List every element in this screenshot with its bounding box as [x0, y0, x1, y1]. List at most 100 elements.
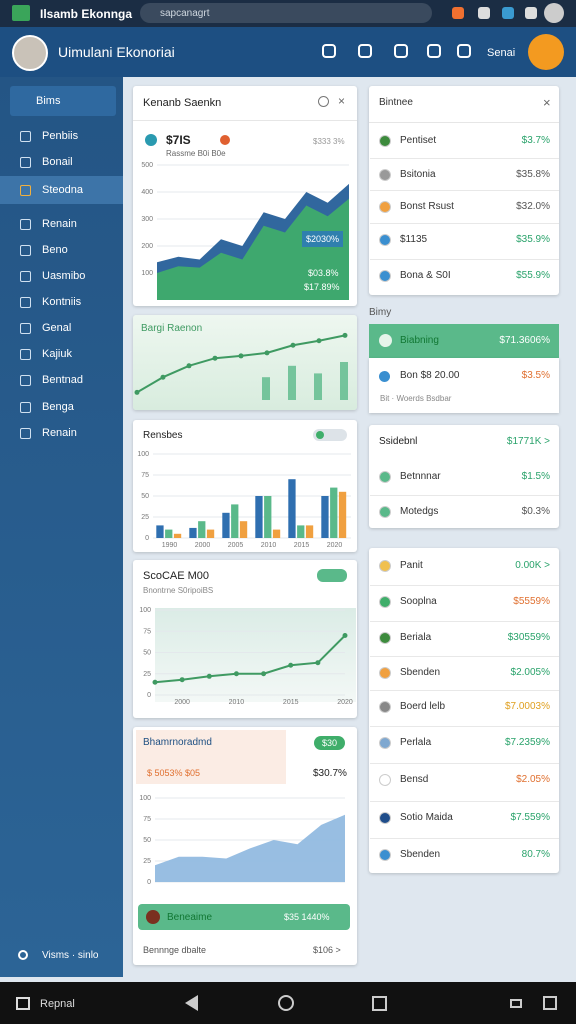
header-icon[interactable]: [394, 44, 408, 58]
bar: [340, 362, 348, 400]
row-icon: [379, 506, 391, 518]
card-footer[interactable]: Bennnge dbalte: [143, 945, 207, 955]
nav-icon: [20, 271, 31, 282]
nav-item[interactable]: Bentnad: [42, 374, 83, 386]
row-icon: [379, 701, 391, 713]
row-value: $5559%: [513, 596, 550, 607]
bar: [338, 491, 347, 538]
card-footer-value[interactable]: $106 >: [313, 945, 341, 955]
point: [316, 338, 322, 344]
nav-icon[interactable]: [16, 997, 30, 1010]
stat-sub: Rassme B0i B0e: [166, 149, 226, 158]
nav-icon: [20, 245, 31, 256]
back-button[interactable]: [185, 995, 198, 1011]
nav-item[interactable]: Renain: [42, 427, 77, 439]
nav-icon[interactable]: [510, 999, 522, 1008]
chart-label: $03.8%: [308, 268, 339, 278]
header-icon[interactable]: [457, 44, 471, 58]
nav-item[interactable]: Kajiuk: [42, 348, 72, 360]
summary-value: $35 1440%: [284, 912, 330, 922]
row-value: $30559%: [507, 632, 550, 643]
row-label[interactable]: Panit: [400, 560, 423, 571]
row-label[interactable]: Motedgs: [400, 506, 439, 517]
header-icon[interactable]: [322, 44, 336, 58]
header-icon[interactable]: [358, 44, 372, 58]
nav-item[interactable]: Uasmibo: [42, 270, 86, 282]
nav-icon[interactable]: [543, 996, 557, 1010]
toggle[interactable]: [317, 569, 347, 582]
y-tick-label: 25: [143, 671, 151, 678]
row-label[interactable]: Boerd lelb: [400, 701, 446, 712]
user-name[interactable]: Senai: [487, 47, 516, 59]
close-button[interactable]: ×: [543, 95, 551, 110]
row-value: 0.00K >: [515, 560, 550, 571]
row-label[interactable]: Bonst Rsust: [400, 201, 454, 212]
status-icon[interactable]: [502, 7, 514, 19]
point: [238, 353, 244, 359]
point: [233, 671, 239, 677]
row-label[interactable]: Sbenden: [400, 849, 441, 860]
x-tick-label: 1990: [162, 542, 178, 549]
y-tick-label: 75: [143, 628, 151, 635]
panel-value[interactable]: $1771K >: [506, 436, 550, 447]
app-icon: [12, 5, 30, 21]
bar: [272, 529, 281, 538]
row-icon: [379, 560, 391, 572]
point: [152, 679, 158, 685]
close-button[interactable]: [318, 96, 329, 107]
row-label[interactable]: $1135: [400, 234, 428, 245]
nav-label[interactable]: Repnal: [40, 998, 75, 1010]
icon: [145, 134, 157, 146]
row-label[interactable]: Sooplna: [400, 596, 437, 607]
line: [154, 634, 346, 684]
card: [369, 548, 559, 873]
nav-item[interactable]: Bonail: [42, 156, 73, 168]
row-label[interactable]: Bona & S0I: [400, 270, 451, 281]
status-icon[interactable]: [478, 7, 490, 19]
row-label[interactable]: Beriala: [400, 632, 432, 643]
nav-item[interactable]: Beno: [42, 244, 68, 256]
card: [369, 425, 559, 528]
recents-button[interactable]: [372, 996, 387, 1011]
nav-item[interactable]: Steodna: [42, 184, 83, 196]
close-button[interactable]: ×: [338, 94, 346, 108]
stat: $7IS: [166, 133, 191, 147]
row-label[interactable]: Betnnnar: [400, 471, 441, 482]
nav-item[interactable]: Benga: [42, 401, 74, 413]
row-icon: [379, 632, 391, 644]
divider: [370, 585, 559, 586]
nav-item[interactable]: Genal: [42, 322, 72, 334]
row-label[interactable]: Bensd: [400, 774, 429, 785]
sidebar-header-label: Bims: [36, 95, 61, 107]
status-icon[interactable]: [452, 7, 464, 19]
sidebar: [0, 77, 123, 977]
nav-item[interactable]: Kontniis: [42, 296, 82, 308]
sidebar-header[interactable]: [10, 86, 116, 116]
nav-item[interactable]: Renain: [42, 218, 77, 230]
row-value: $3.5%: [521, 370, 550, 381]
row-value: $7.0003%: [504, 701, 550, 712]
row-label[interactable]: Sotio Maida: [400, 812, 453, 823]
x-tick-label: 2000: [195, 542, 211, 549]
row-label[interactable]: Bsitonia: [400, 169, 436, 180]
bar: [165, 529, 173, 538]
nav-item[interactable]: Penbiis: [42, 130, 79, 142]
panel-title: Bintnee: [379, 97, 413, 108]
row-label[interactable]: Pentiset: [400, 135, 437, 146]
highlight-label[interactable]: Biabning: [400, 335, 439, 346]
icon: [544, 3, 564, 23]
header-icon[interactable]: [427, 44, 441, 58]
divider: [369, 122, 559, 123]
bar: [189, 527, 197, 538]
nav-icon: [20, 349, 31, 360]
row-label[interactable]: Sbenden: [400, 667, 441, 678]
badge: $2030%: [302, 231, 344, 247]
status-icon[interactable]: [525, 7, 537, 19]
row-label[interactable]: Perlala: [400, 737, 432, 748]
profile-button[interactable]: [528, 34, 564, 70]
home-button[interactable]: [278, 995, 294, 1011]
summary-label: Beneaime: [167, 912, 213, 923]
bar: [288, 365, 296, 400]
divider: [133, 120, 357, 121]
